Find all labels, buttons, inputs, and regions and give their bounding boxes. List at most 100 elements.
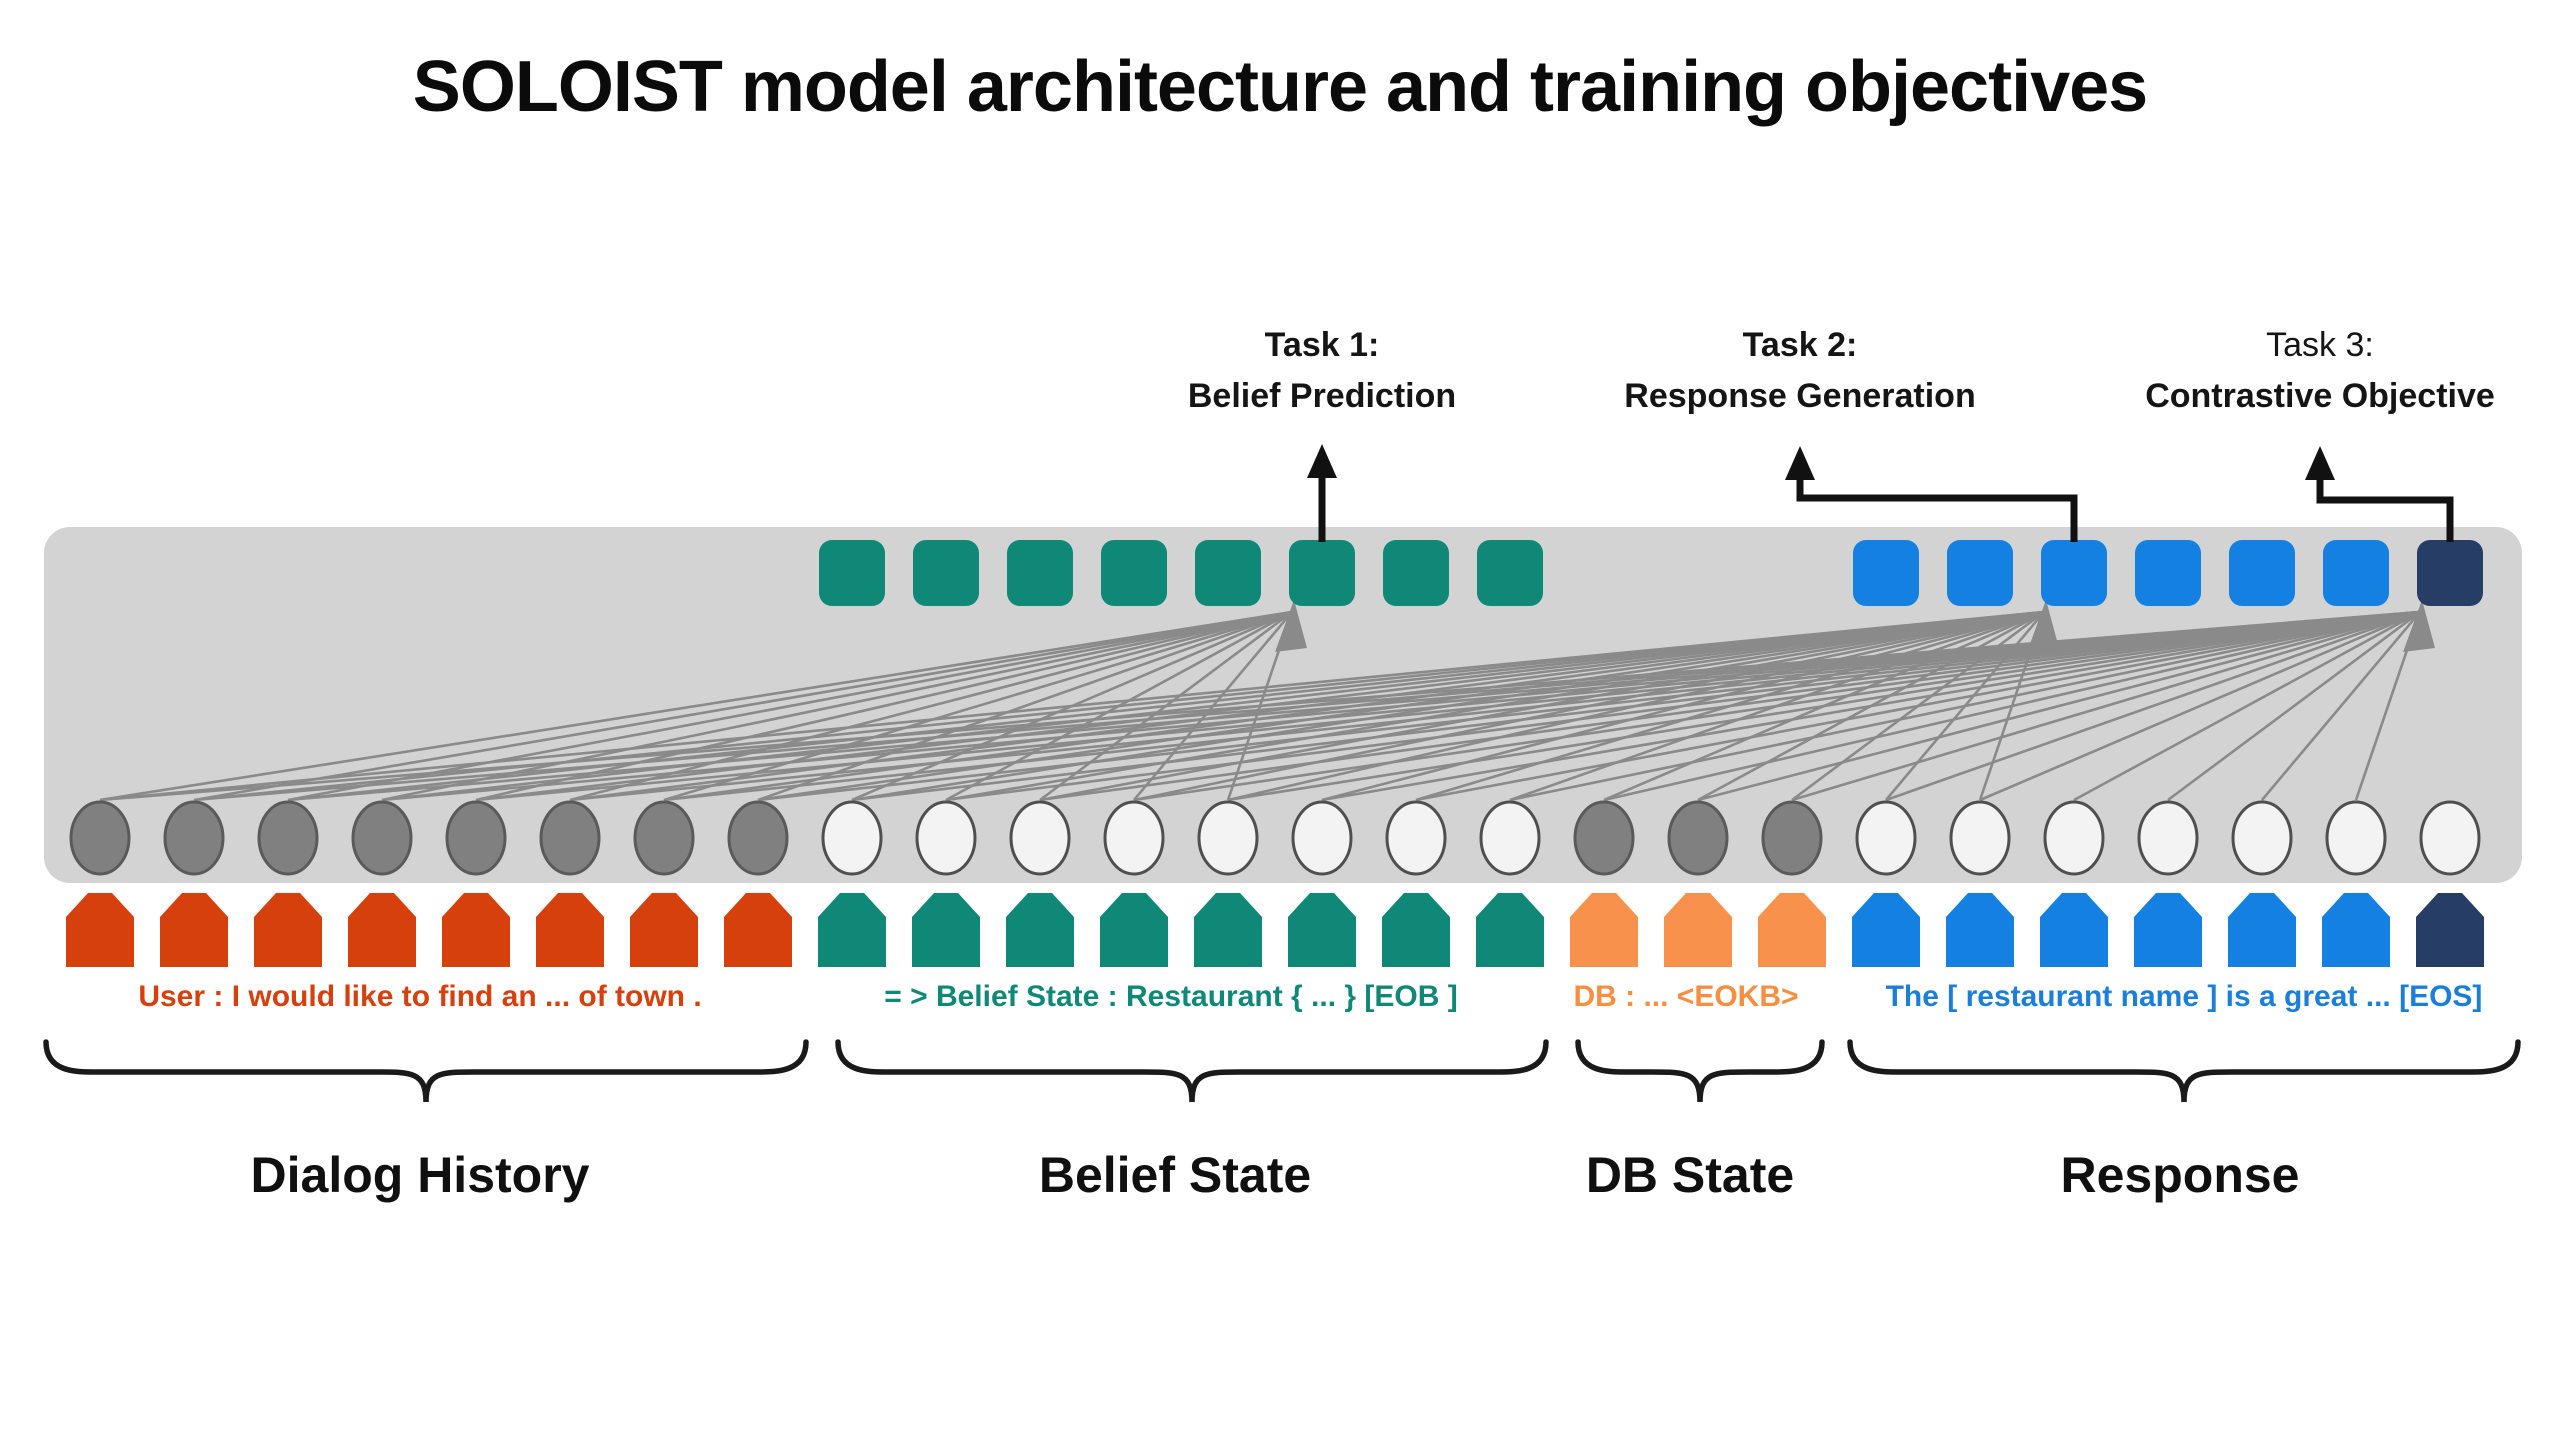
embedding-circle [1103,800,1165,876]
hidden-state-square [1383,540,1449,606]
token-icon [348,893,416,967]
group-brace [1575,1039,1825,1103]
attention-line [193,610,1293,802]
hidden-state-square [1007,540,1073,606]
hidden-state-square [819,540,885,606]
hidden-state-square [1853,540,1919,606]
attention-line [381,610,2045,802]
task1-label: Task 1: Belief Prediction [1188,320,1456,422]
hidden-state-square [1195,540,1261,606]
attention-line [1697,610,2421,802]
token-icon [2134,893,2202,967]
attention-line [1227,610,2421,802]
hidden-state-square [1101,540,1167,606]
token-icon [2040,893,2108,967]
task-arrowhead-icon [1785,446,1815,480]
task2-line1: Task 2: [1742,326,1858,364]
hidden-state-square [913,540,979,606]
token-icon [1006,893,1074,967]
embedding-circle [257,800,319,876]
embedding-circle [2231,800,2293,876]
attention-line [475,610,2421,802]
db-state-label: DB State [1585,1147,1795,1203]
attention-line [287,610,2045,802]
token-icon [1946,893,2014,967]
attention-line [99,610,1293,802]
task3-arrow [2316,462,2454,542]
attention-line [287,610,1293,802]
task2-label: Task 2: Response Generation [1624,320,1975,422]
response-label: Response [2060,1147,2300,1203]
token-icon [630,893,698,967]
token-icon [1664,893,1732,967]
attention-arrowhead [2403,600,2435,652]
attention-line [381,610,1293,802]
token-icon [1758,893,1826,967]
group-brace [835,1039,1549,1103]
attention-line [569,610,2421,802]
token-icon [2322,893,2390,967]
attention-line [1133,610,2421,802]
hidden-state-square [1947,540,2013,606]
embedding-circle [1197,800,1259,876]
embedding-circle [445,800,507,876]
token-icon [442,893,510,967]
hidden-state-square [2041,540,2107,606]
attention-line [2167,610,2421,802]
attention-line [851,610,2421,802]
embedding-circle [1385,800,1447,876]
attention-line [757,610,2421,802]
embedding-circle [2325,800,2387,876]
attention-line [381,610,2421,802]
attention-line [757,610,1293,802]
token-icon [1194,893,1262,967]
task3-label: Task 3: Contrastive Objective [2145,320,2495,422]
hidden-state-square [1477,540,1543,606]
response-text: The [ restaurant name ] is a great ... [… [1885,980,2483,1013]
token-icon [724,893,792,967]
attention-line [475,610,1293,802]
belief-state-label: Belief State [1038,1147,1312,1203]
embedding-circle [1291,800,1353,876]
attention-line [1885,610,2421,802]
dialog-history-label: Dialog History [250,1147,590,1203]
token-icon [1852,893,1920,967]
db-state-text: DB : ... <EOKB> [1573,980,1799,1013]
hidden-state-square [2135,540,2201,606]
embedding-circle [727,800,789,876]
embedding-circle [915,800,977,876]
attention-line [945,610,2421,802]
attention-line [1415,610,2421,802]
attention-line [2261,611,2421,801]
embedding-circle [1855,800,1917,876]
token-icon [912,893,980,967]
attention-line [99,610,2421,802]
token-icon [1100,893,1168,967]
task2-line2: Response Generation [1624,377,1976,415]
embedding-circle [2137,800,2199,876]
token-icon [160,893,228,967]
token-icon [2416,893,2484,967]
token-icon [1288,893,1356,967]
token-icon [2228,893,2296,967]
embedding-circle [1761,800,1823,876]
task1-line1: Task 1: [1264,326,1380,364]
attention-line [1509,610,2421,802]
task3-line1: Task 3: [2266,326,2374,364]
page-title: SOLOIST model architecture and training … [412,47,2148,127]
task-arrowhead-icon [2305,446,2335,480]
hidden-state-square [1289,540,1355,606]
token-icon [66,893,134,967]
embedding-circle [2043,800,2105,876]
attention-line [193,610,2421,802]
attention-line [1321,610,2421,802]
token-icon [1570,893,1638,967]
attention-line [569,610,1293,802]
attention-line [1791,610,2421,802]
token-icon [1382,893,1450,967]
hidden-state-square [2323,540,2389,606]
embedding-circle [2419,800,2481,876]
attention-line [1039,610,2421,802]
